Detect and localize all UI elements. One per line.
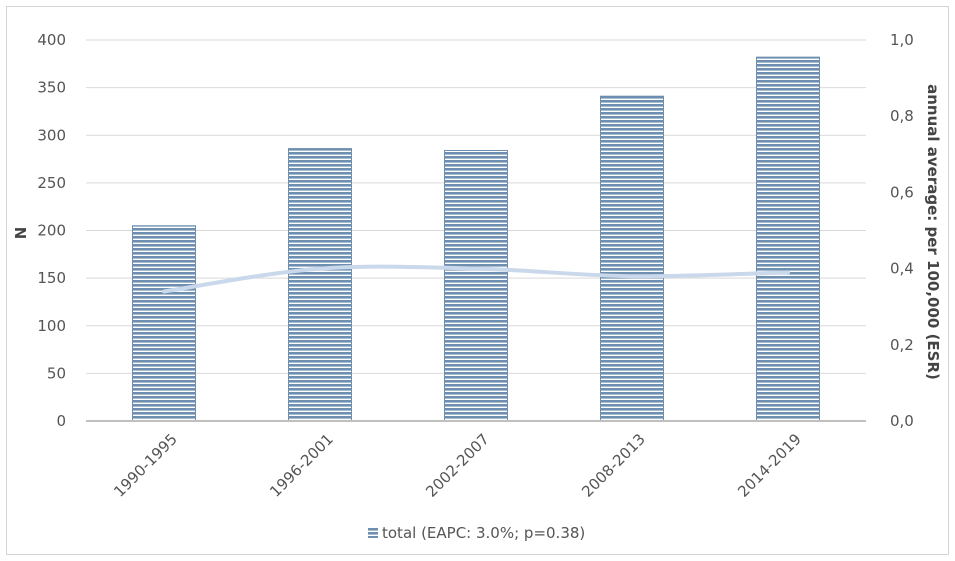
y-tick-label: 400 — [37, 31, 66, 49]
y-tick-label: 100 — [37, 317, 66, 335]
gridlines — [86, 39, 866, 374]
y-tick-label: 0 — [56, 412, 66, 430]
legend[interactable]: total (EAPC: 3.0%; p=0.38) — [368, 524, 585, 542]
chart-frame — [6, 6, 949, 555]
x-tick-label: 2014-2019 — [734, 430, 805, 501]
right-y-tick-labels: 0,0 0,2 0,4 0,6 0,8 1,0 — [890, 31, 914, 430]
x-tick-label: 1990-1995 — [110, 430, 181, 501]
left-y-tick-labels: 0 50 100 150 200 250 300 350 400 — [37, 31, 66, 430]
y-tick-label: 250 — [37, 174, 66, 192]
y-tick-label: 350 — [37, 79, 66, 97]
y-tick-label: 300 — [37, 126, 66, 144]
x-tick-label: 2008-2013 — [578, 430, 649, 501]
bar-2014-2019[interactable] — [756, 56, 820, 422]
legend-label: total (EAPC: 3.0%; p=0.38) — [382, 524, 585, 542]
y2-tick-label: 0,0 — [890, 412, 914, 430]
y2-tick-label: 0,6 — [890, 183, 914, 201]
legend-swatch — [368, 528, 378, 538]
bar-2008-2013[interactable] — [600, 95, 664, 422]
y2-axis-title: annual average: per 100,000 (ESR) — [924, 84, 942, 380]
bar-series — [132, 56, 820, 422]
bar-1990-1995[interactable] — [132, 225, 196, 422]
y2-tick-label: 0,2 — [890, 336, 914, 354]
y-tick-label: 200 — [37, 222, 66, 240]
y-axis-title: N — [12, 227, 30, 240]
bar-1996-2001[interactable] — [288, 148, 352, 422]
y2-tick-label: 0,8 — [890, 107, 914, 125]
x-tick-label: 2002-2007 — [422, 430, 493, 501]
rate-line — [162, 264, 790, 294]
bar-2002-2007[interactable] — [444, 149, 508, 422]
x-tick-labels: 1990-1995 1996-2001 2002-2007 2008-2013 2014… — [110, 430, 805, 501]
y2-tick-label: 0,4 — [890, 260, 914, 278]
x-tick-label: 1996-2001 — [266, 430, 337, 501]
y-tick-label: 50 — [47, 364, 66, 382]
y-tick-label: 150 — [37, 269, 66, 287]
y2-tick-label: 1,0 — [890, 31, 914, 49]
